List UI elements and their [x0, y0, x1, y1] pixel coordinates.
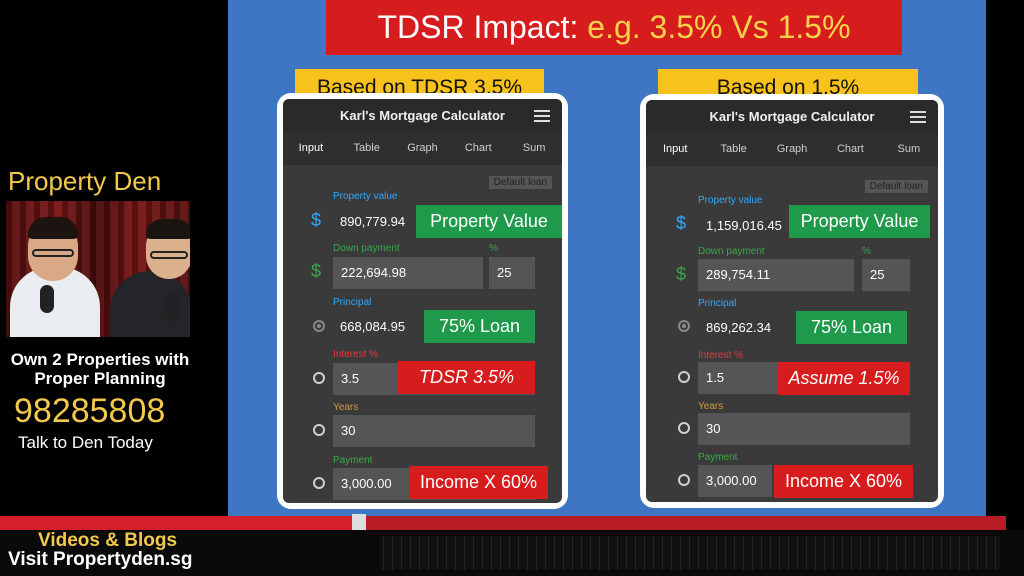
- years-label: Years: [698, 401, 724, 412]
- interest-radio[interactable]: [678, 371, 690, 383]
- interest-highlight: TDSR 3.5%: [398, 361, 535, 394]
- principal-field[interactable]: 668,084.95: [340, 319, 406, 334]
- years-field[interactable]: 30: [333, 415, 535, 447]
- tab-bar: Input Table Graph Chart Sum: [646, 133, 938, 166]
- property-value-highlight: Property Value: [416, 205, 562, 238]
- tagline: Own 2 Properties with Proper Planning: [0, 350, 200, 388]
- hamburger-menu-icon[interactable]: [910, 111, 926, 123]
- microphone-icon: [166, 293, 180, 321]
- payment-label: Payment: [698, 452, 738, 463]
- slide-title: TDSR Impact: e.g. 3.5% Vs 1.5%: [326, 0, 902, 55]
- tab-graph[interactable]: Graph: [407, 142, 438, 154]
- app-title: Karl's Mortgage Calculator: [283, 99, 562, 132]
- dollar-icon: $: [676, 213, 687, 233]
- tagline-line2: Proper Planning: [34, 369, 166, 388]
- tab-table[interactable]: Table: [720, 143, 747, 155]
- principal-label: Principal: [698, 298, 737, 309]
- default-loan-button[interactable]: Default loan: [488, 176, 552, 189]
- right-border: [986, 0, 1024, 576]
- visit-site-link[interactable]: Visit Propertyden.sg: [8, 549, 193, 570]
- payment-field[interactable]: 3,000.00: [698, 465, 772, 497]
- loan-highlight: 75% Loan: [424, 310, 535, 343]
- presenter-right-hair: [146, 219, 190, 239]
- interest-label: Interest %: [333, 349, 379, 360]
- tab-input[interactable]: Input: [298, 142, 324, 154]
- footer-bar: [0, 530, 1024, 576]
- tab-chart[interactable]: Chart: [464, 142, 492, 154]
- down-payment-field[interactable]: 289,754.11: [698, 259, 854, 291]
- down-payment-label: Down payment: [333, 243, 400, 254]
- property-value-label: Property value: [698, 195, 763, 206]
- tab-sum[interactable]: Sum: [897, 143, 921, 155]
- years-radio[interactable]: [678, 422, 690, 434]
- percent-label: %: [862, 246, 871, 257]
- video-progress-fill: [0, 516, 355, 530]
- principal-label: Principal: [333, 297, 372, 308]
- years-label: Years: [333, 402, 359, 413]
- income-highlight: Income X 60%: [409, 466, 548, 499]
- payment-radio[interactable]: [313, 477, 325, 489]
- dollar-icon: $: [676, 264, 687, 284]
- percent-field[interactable]: 25: [862, 259, 910, 291]
- loan-highlight: 75% Loan: [796, 311, 907, 344]
- years-field[interactable]: 30: [698, 413, 910, 445]
- interest-highlight: Assume 1.5%: [778, 362, 910, 395]
- down-payment-field[interactable]: 222,694.98: [333, 257, 483, 289]
- call-to-action: Talk to Den Today: [18, 433, 153, 452]
- principal-field[interactable]: 869,262.34: [706, 320, 772, 335]
- tab-graph[interactable]: Graph: [776, 143, 808, 155]
- app-title-text: Karl's Mortgage Calculator: [709, 109, 875, 124]
- glasses-icon: [32, 249, 74, 257]
- percent-label: %: [489, 243, 498, 254]
- years-radio[interactable]: [313, 424, 325, 436]
- left-phone: Karl's Mortgage Calculator Input Table G…: [277, 93, 568, 509]
- interest-radio[interactable]: [313, 372, 325, 384]
- property-value-label: Property value: [333, 191, 398, 202]
- property-value-field[interactable]: 1,159,016.45: [706, 218, 782, 233]
- glasses-icon: [150, 251, 188, 259]
- tab-sum[interactable]: Sum: [522, 142, 546, 154]
- left-app-screen: Karl's Mortgage Calculator Input Table G…: [283, 99, 562, 503]
- tab-chart[interactable]: Chart: [836, 143, 864, 155]
- app-title-text: Karl's Mortgage Calculator: [340, 108, 505, 123]
- property-value-highlight: Property Value: [789, 205, 930, 238]
- payment-label: Payment: [333, 455, 373, 466]
- payment-radio[interactable]: [678, 474, 690, 486]
- tab-input[interactable]: Input: [662, 143, 688, 155]
- principal-radio[interactable]: [678, 320, 690, 332]
- hamburger-menu-icon[interactable]: [534, 110, 550, 122]
- right-app-screen: Karl's Mortgage Calculator Input Table G…: [646, 100, 938, 502]
- tagline-line1: Own 2 Properties with: [10, 350, 190, 369]
- brand-name: Property Den: [8, 166, 162, 196]
- down-payment-label: Down payment: [698, 246, 765, 257]
- default-loan-button[interactable]: Default loan: [864, 180, 928, 193]
- microphone-icon: [40, 285, 54, 313]
- dollar-icon: $: [311, 261, 322, 281]
- percent-field[interactable]: 25: [489, 257, 535, 289]
- principal-radio[interactable]: [313, 320, 325, 332]
- dollar-icon: $: [311, 210, 322, 230]
- app-title: Karl's Mortgage Calculator: [646, 100, 938, 133]
- property-value-field[interactable]: 890,779.94: [340, 214, 406, 229]
- phone-number: 98285808: [14, 392, 166, 430]
- interest-label: Interest %: [698, 350, 744, 361]
- video-scrubber-handle[interactable]: [352, 514, 366, 532]
- tab-table[interactable]: Table: [353, 142, 380, 154]
- title-prefix: TDSR Impact:: [377, 9, 588, 45]
- presenter-video: [6, 201, 190, 337]
- videos-blogs-text: Videos & Blogs: [38, 530, 178, 551]
- right-phone: Karl's Mortgage Calculator Input Table G…: [640, 94, 944, 508]
- presenter-sidebar: Property Den Own 2 Properties with Prope…: [0, 0, 228, 576]
- presenter-left-hair: [28, 217, 78, 239]
- income-highlight: Income X 60%: [774, 465, 913, 498]
- title-emphasis: e.g. 3.5% Vs 1.5%: [587, 9, 851, 45]
- tab-bar: Input Table Graph Chart Sum: [283, 132, 562, 165]
